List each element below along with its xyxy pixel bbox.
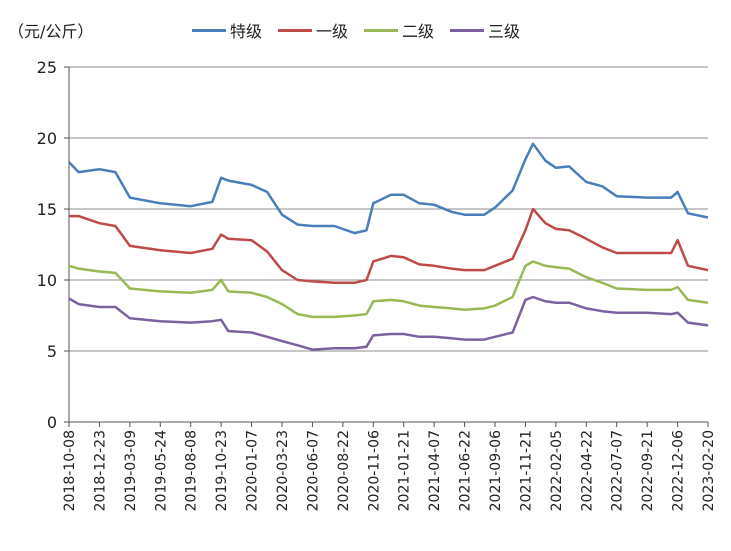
x-tick-label-14: 2021-09-06	[488, 430, 504, 511]
y-tick-label-10: 10	[37, 271, 57, 290]
y-tick-label-20: 20	[37, 129, 57, 148]
x-tick-label-17: 2022-04-22	[579, 430, 595, 511]
x-tick-label-21: 2023-02-20	[701, 430, 717, 511]
x-tick-label-18: 2022-07-07	[610, 430, 626, 511]
x-tick-label-3: 2019-05-24	[153, 430, 169, 511]
x-tick-label-20: 2022-12-06	[671, 430, 687, 511]
x-tick-label-12: 2021-04-07	[427, 430, 443, 511]
series-line-1	[69, 207, 709, 285]
x-tick-label-10: 2020-11-06	[366, 430, 382, 511]
legend: 特级 一级 二级 三级	[192, 18, 520, 42]
legend-item-1: 一级	[278, 18, 348, 42]
y-tick-label-0: 0	[47, 413, 57, 432]
y-axis-label: （元/公斤）	[8, 22, 94, 41]
series-line-2	[68, 260, 709, 319]
x-tick-label-4: 2019-08-08	[184, 430, 200, 511]
legend-label-1: 一级	[316, 22, 349, 41]
legend-item-0: 特级	[192, 18, 262, 42]
y-tick-label-25: 25	[37, 58, 57, 77]
x-tick-label-5: 2019-10-23	[214, 430, 230, 511]
x-tick-label-7: 2020-03-23	[275, 430, 291, 511]
x-tick-label-15: 2021-11-21	[518, 430, 534, 511]
legend-label-2: 二级	[402, 22, 435, 41]
x-tick-label-0: 2018-10-08	[62, 430, 78, 511]
legend-item-3: 三级	[450, 18, 520, 42]
legend-swatch-0	[192, 28, 226, 32]
series-line-0	[68, 142, 709, 235]
x-tick-label-16: 2022-02-05	[549, 430, 565, 511]
x-tick-label-2: 2019-03-09	[123, 430, 139, 511]
x-tick-label-9: 2020-08-22	[336, 430, 352, 511]
x-tick-label-6: 2020-01-07	[245, 430, 261, 511]
x-tick-label-11: 2021-01-21	[397, 430, 413, 511]
legend-swatch-3	[450, 28, 485, 32]
x-tick-label-13: 2021-06-22	[458, 430, 474, 511]
legend-swatch-2	[364, 28, 399, 32]
x-tick-label-19: 2022-09-21	[640, 430, 656, 511]
legend-label-0: 特级	[230, 22, 263, 41]
series-line-3	[68, 295, 709, 351]
x-tick-label-1: 2018-12-23	[92, 430, 108, 511]
y-tick-label-15: 15	[37, 200, 57, 219]
legend-item-2: 二级	[364, 18, 434, 42]
legend-label-3: 三级	[488, 22, 521, 41]
y-tick-label-5: 5	[47, 342, 57, 361]
legend-swatch-1	[278, 28, 313, 32]
x-tick-label-8: 2020-06-07	[305, 430, 321, 511]
